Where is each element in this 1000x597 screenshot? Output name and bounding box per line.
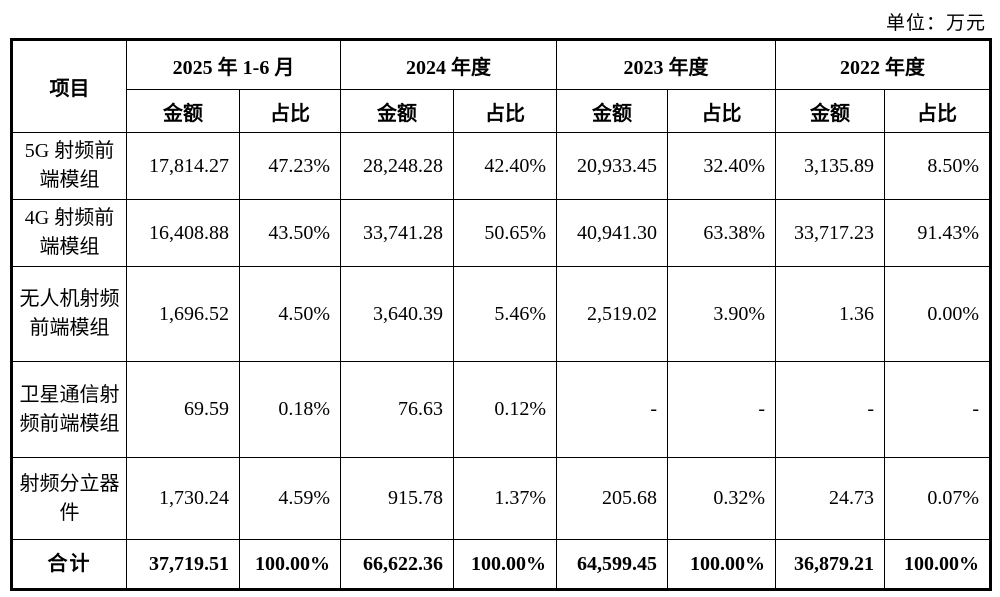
cell-amount: 24.73 <box>775 457 885 540</box>
cell-ratio: 63.38% <box>667 199 776 267</box>
header-period-2025h1: 2025 年 1-6 月 <box>126 39 341 90</box>
cell-ratio: 0.18% <box>239 361 341 458</box>
cell-amount: 3,135.89 <box>775 132 885 200</box>
cell-ratio: 8.50% <box>884 132 991 200</box>
header-period-row: 项目 2025 年 1-6 月 2024 年度 2023 年度 2022 年度 <box>11 39 991 133</box>
table-row: 无人机射频前端模组 1,696.52 4.50% 3,640.39 5.46% … <box>11 266 991 362</box>
cell-ratio: 0.12% <box>453 361 557 458</box>
cell-ratio: - <box>884 361 991 458</box>
cell-amount: 2,519.02 <box>556 266 668 362</box>
cell-amount: 36,879.21 <box>775 539 885 590</box>
cell-amount: 28,248.28 <box>340 132 454 200</box>
cell-amount: 17,814.27 <box>126 132 240 200</box>
table-row: 5G 射频前端模组 17,814.27 47.23% 28,248.28 42.… <box>11 132 991 200</box>
header-amount-2025h1: 金额 <box>126 89 240 133</box>
cell-ratio: 0.00% <box>884 266 991 362</box>
cell-ratio: 42.40% <box>453 132 557 200</box>
header-ratio-2025h1: 占比 <box>239 89 341 133</box>
cell-amount: 69.59 <box>126 361 240 458</box>
header-ratio-2023: 占比 <box>667 89 776 133</box>
total-row: 合计 37,719.51 100.00% 66,622.36 100.00% 6… <box>11 539 991 590</box>
cell-amount: 33,717.23 <box>775 199 885 267</box>
header-item: 项目 <box>11 39 127 133</box>
cell-amount: 33,741.28 <box>340 199 454 267</box>
cell-amount: 64,599.45 <box>556 539 668 590</box>
cell-ratio: 100.00% <box>884 539 991 590</box>
row-item-label: 4G 射频前端模组 <box>11 199 127 267</box>
cell-ratio: 0.07% <box>884 457 991 540</box>
cell-ratio: 47.23% <box>239 132 341 200</box>
total-label: 合计 <box>11 539 127 590</box>
header-amount-2023: 金额 <box>556 89 668 133</box>
cell-ratio: 3.90% <box>667 266 776 362</box>
header-period-2022: 2022 年度 <box>775 39 991 90</box>
cell-ratio: 0.32% <box>667 457 776 540</box>
cell-ratio: - <box>667 361 776 458</box>
cell-amount: 1,730.24 <box>126 457 240 540</box>
cell-amount: 1,696.52 <box>126 266 240 362</box>
cell-amount: - <box>556 361 668 458</box>
cell-ratio: 43.50% <box>239 199 341 267</box>
cell-amount: 16,408.88 <box>126 199 240 267</box>
cell-amount: - <box>775 361 885 458</box>
table-row: 射频分立器件 1,730.24 4.59% 915.78 1.37% 205.6… <box>11 457 991 540</box>
table-row: 4G 射频前端模组 16,408.88 43.50% 33,741.28 50.… <box>11 199 991 267</box>
cell-amount: 1.36 <box>775 266 885 362</box>
header-amount-2022: 金额 <box>775 89 885 133</box>
cell-ratio: 1.37% <box>453 457 557 540</box>
header-ratio-2024: 占比 <box>453 89 557 133</box>
row-item-label: 卫星通信射频前端模组 <box>11 361 127 458</box>
table-row: 卫星通信射频前端模组 69.59 0.18% 76.63 0.12% - - -… <box>11 361 991 458</box>
cell-amount: 40,941.30 <box>556 199 668 267</box>
unit-label: 单位：万元 <box>885 13 986 34</box>
cell-amount: 3,640.39 <box>340 266 454 362</box>
cell-ratio: 5.46% <box>453 266 557 362</box>
cell-ratio: 100.00% <box>453 539 557 590</box>
header-ratio-2022: 占比 <box>884 89 991 133</box>
header-subrow: 金额 占比 金额 占比 金额 占比 金额 占比 <box>12 89 991 133</box>
cell-ratio: 100.00% <box>239 539 341 590</box>
cell-ratio: 32.40% <box>667 132 776 200</box>
cell-ratio: 50.65% <box>453 199 557 267</box>
cell-amount: 66,622.36 <box>340 539 454 590</box>
cell-ratio: 4.50% <box>239 266 341 362</box>
cell-amount: 76.63 <box>340 361 454 458</box>
cell-ratio: 4.59% <box>239 457 341 540</box>
cell-amount: 20,933.45 <box>556 132 668 200</box>
revenue-breakdown-table: 项目 2025 年 1-6 月 2024 年度 2023 年度 2022 年度 … <box>10 38 992 591</box>
row-item-label: 无人机射频前端模组 <box>11 266 127 362</box>
cell-ratio: 100.00% <box>667 539 776 590</box>
row-item-label: 射频分立器件 <box>11 457 127 540</box>
header-period-2023: 2023 年度 <box>556 39 776 90</box>
header-amount-2024: 金额 <box>340 89 454 133</box>
cell-amount: 37,719.51 <box>126 539 240 590</box>
cell-ratio: 91.43% <box>884 199 991 267</box>
cell-amount: 915.78 <box>340 457 454 540</box>
cell-amount: 205.68 <box>556 457 668 540</box>
row-item-label: 5G 射频前端模组 <box>11 132 127 200</box>
header-period-2024: 2024 年度 <box>340 39 557 90</box>
